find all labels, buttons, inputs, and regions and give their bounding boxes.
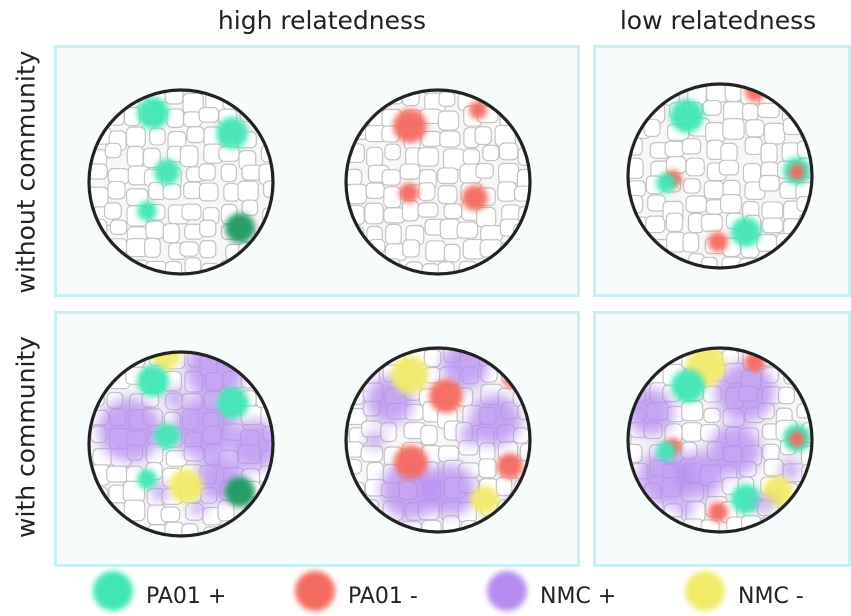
colony-pa01-plus [670, 99, 704, 133]
colony-pa01-minus [393, 109, 427, 143]
colony-pa01-plus [137, 469, 157, 489]
colony-nmc-plus [709, 424, 761, 476]
dish-ring [626, 346, 814, 534]
colony-nmc-plus [230, 420, 273, 470]
colony-pa01-plus [731, 217, 761, 247]
colony-nmc-plus [676, 451, 724, 499]
colony-nmc-plus [676, 499, 694, 517]
colony-pa01-plus [137, 365, 169, 397]
colony-nmc-plus [151, 483, 169, 501]
legend-swatch-nmc-plus [487, 571, 527, 611]
colony-pa01-minus [399, 183, 419, 203]
colony-pa01-plus [217, 387, 249, 419]
cell-mesh [89, 90, 273, 274]
column-title-high-relatedness: high relatedness [217, 6, 427, 35]
legend-label-nmc-minus: NMC - [738, 584, 804, 609]
column-title-low-relatedness: low relatedness [619, 6, 817, 35]
dish-ring [626, 82, 814, 270]
colony-nmc-plus [165, 388, 185, 408]
colony-pa01-plus [154, 423, 180, 449]
legend-label-pa01-plus: PA01 + [146, 584, 227, 609]
legend-label-pa01-minus: PA01 - [348, 584, 418, 609]
colony-nmc-plus [460, 425, 480, 445]
colony-nmc-minus [169, 469, 203, 503]
colony-pa01-plus [137, 97, 169, 129]
colony-nmc-plus [424, 464, 476, 516]
colony-pa01-minus [708, 232, 728, 252]
colony-nmc-minus [391, 356, 429, 394]
colony-pa01-minus [429, 379, 463, 413]
colony-pa01-plus [656, 173, 676, 193]
colony-pa01-minus [394, 445, 428, 479]
colony-nmc-plus [98, 398, 162, 462]
colony-pa01-minus [497, 453, 523, 479]
colony-nmc-plus [715, 362, 775, 422]
colony-pa01-plus [216, 117, 248, 149]
dish-ring [344, 346, 532, 534]
colony-pa01-plus [731, 484, 761, 514]
colony-nmc-minus [471, 486, 499, 514]
colony-nmc-plus [469, 394, 521, 446]
colony-pa01-plus [656, 441, 676, 461]
colony-nmc-plus [190, 500, 206, 516]
colony-pa01-plus [154, 159, 180, 185]
colony-nmc-minus [152, 352, 180, 370]
colony-pa01-minus [708, 502, 728, 522]
colony-nmc-plus [756, 496, 774, 514]
legend: PA01 + PA01 - NMC + NMC - [0, 560, 851, 612]
dish-high-without-2 [344, 88, 532, 276]
dish-ring [87, 88, 275, 276]
colony-pa01-plus-dark [225, 213, 255, 243]
dish-high-with-2 [344, 346, 532, 534]
legend-swatch-pa01-minus [295, 571, 335, 611]
dish-low-with [626, 346, 814, 534]
legend-swatch-pa01-plus [93, 571, 133, 611]
colony-nmc-plus [780, 460, 800, 480]
colony-pa01-plus [137, 201, 157, 221]
dish-ring [87, 350, 275, 538]
colony-nmc-plus [366, 431, 384, 449]
legend-swatch-nmc-minus [685, 571, 725, 611]
colony-nmc-plus [380, 460, 440, 520]
dish-high-with-1 [87, 350, 275, 538]
dish-low-without [626, 82, 814, 270]
dish-ring [344, 88, 532, 276]
legend-label-nmc-plus: NMC + [540, 584, 617, 609]
colony-pa01-plus [671, 369, 705, 403]
colony-pa01-plus-dark [225, 477, 255, 507]
colony-pa01-minus [469, 101, 487, 119]
colony-pa01-minus [789, 431, 805, 447]
dish-high-without-1 [87, 88, 275, 276]
colony-pa01-minus [789, 164, 805, 180]
colony-pa01-minus [462, 185, 488, 211]
cell-mesh [346, 90, 530, 274]
